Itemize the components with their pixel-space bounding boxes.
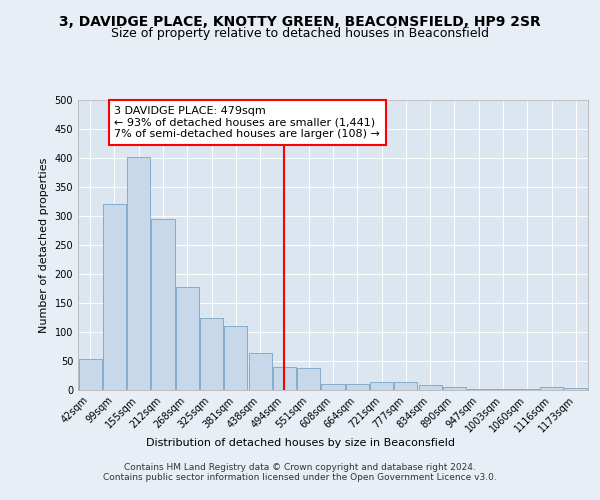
- Bar: [151, 219, 175, 390]
- Y-axis label: Number of detached properties: Number of detached properties: [39, 158, 49, 332]
- Bar: [346, 384, 369, 390]
- Bar: [79, 360, 101, 390]
- Bar: [565, 388, 587, 390]
- Bar: [394, 382, 418, 390]
- Text: 3, DAVIDGE PLACE, KNOTTY GREEN, BEACONSFIELD, HP9 2SR: 3, DAVIDGE PLACE, KNOTTY GREEN, BEACONSF…: [59, 15, 541, 29]
- Bar: [467, 389, 490, 390]
- Bar: [540, 387, 563, 390]
- Bar: [370, 382, 393, 390]
- Bar: [322, 384, 344, 390]
- Text: Distribution of detached houses by size in Beaconsfield: Distribution of detached houses by size …: [146, 438, 455, 448]
- Bar: [200, 318, 223, 390]
- Text: Size of property relative to detached houses in Beaconsfield: Size of property relative to detached ho…: [111, 28, 489, 40]
- Bar: [103, 204, 126, 390]
- Bar: [443, 387, 466, 390]
- Bar: [419, 386, 442, 390]
- Text: 3 DAVIDGE PLACE: 479sqm
← 93% of detached houses are smaller (1,441)
7% of semi-: 3 DAVIDGE PLACE: 479sqm ← 93% of detache…: [115, 106, 380, 139]
- Bar: [297, 368, 320, 390]
- Bar: [273, 367, 296, 390]
- Bar: [176, 287, 199, 390]
- Text: Contains HM Land Registry data © Crown copyright and database right 2024.
Contai: Contains HM Land Registry data © Crown c…: [103, 463, 497, 482]
- Bar: [248, 354, 272, 390]
- Bar: [224, 326, 247, 390]
- Bar: [127, 157, 150, 390]
